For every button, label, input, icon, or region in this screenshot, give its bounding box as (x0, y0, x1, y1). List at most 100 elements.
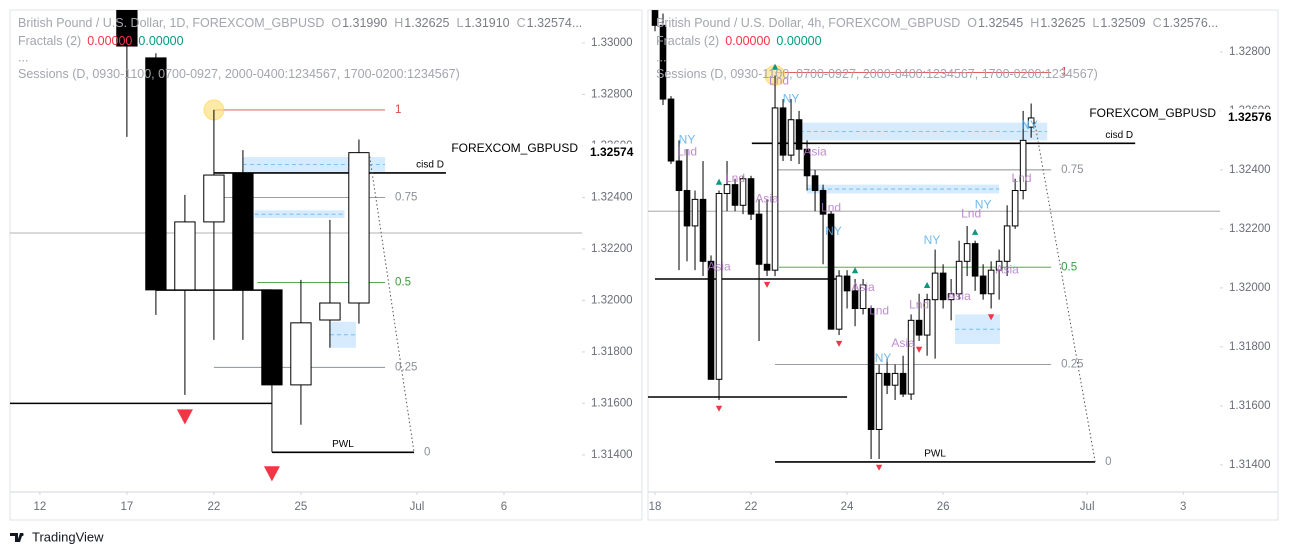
x-tick-label: 3 (1180, 501, 1186, 513)
fractal-down (915, 346, 923, 353)
session-label: Asia (803, 144, 827, 158)
x-tick-label: 18 (649, 501, 662, 513)
candle-body (715, 192, 723, 380)
ohlc-key: L (1092, 16, 1099, 30)
candle-body (691, 198, 699, 227)
session-label: NY (875, 351, 892, 365)
x-tick-label: 26 (937, 501, 950, 513)
ohlc-key: H (1030, 16, 1039, 30)
ohlc-value: 1.32509 (1100, 16, 1145, 30)
x-tick-label: 22 (745, 501, 758, 513)
panel-frame (647, 9, 1279, 521)
session-label: Asia (891, 336, 915, 350)
fib-level-label: 0.25 (395, 361, 417, 373)
fib-level-label: 0.75 (395, 191, 417, 203)
candle-body (1003, 225, 1011, 262)
fib-level-label: 0.5 (1061, 261, 1077, 273)
y-tick-label: 1.31800 (591, 346, 633, 358)
session-label: Asia (995, 262, 1019, 276)
fib-level-label: 0.25 (1061, 359, 1083, 371)
symbol-label: FOREXCOM_GBPUSD (1089, 106, 1216, 120)
ohlc-key: C (1153, 16, 1162, 30)
y-tick-label: 1.31600 (591, 397, 633, 409)
indicator-value: 0.00000 (776, 34, 821, 48)
session-label: Asia (851, 280, 875, 294)
candle-body (232, 172, 254, 291)
legend-title: British Pound / U.S. Dollar, 1D, FOREXCO… (18, 16, 582, 30)
y-tick-label: 1.32800 (591, 88, 633, 100)
candle-body (963, 243, 971, 262)
candle-body (659, 24, 667, 100)
candle-body (995, 260, 1003, 271)
fib-level-label: 0 (1105, 456, 1111, 468)
fractal-down (715, 405, 723, 412)
symbol-label: FOREXCOM_GBPUSD (451, 141, 578, 155)
indicator-value: 0.00000 (725, 34, 770, 48)
candle-body (1011, 190, 1019, 227)
candle-body (723, 184, 731, 194)
fib-level-label: 0 (424, 446, 430, 458)
fib-level-label: 0.75 (1061, 164, 1083, 176)
candle-body (899, 372, 907, 395)
candle-body (683, 190, 691, 227)
plot-area: 1 cisd D 0.75 0.5 0.25 0 PWL (10, 10, 582, 482)
session-label: Lnd (1012, 171, 1032, 185)
indicator-value: 0.00000 (87, 34, 132, 48)
session-label: Lnd (677, 144, 697, 158)
ohlc-key: O (967, 16, 977, 30)
legend-title: British Pound / U.S. Dollar, 4h, FOREXCO… (656, 16, 1218, 30)
fractal-up (971, 228, 979, 235)
indicator-legend: ... (18, 51, 28, 65)
level-tag: PWL (332, 439, 354, 450)
session-label: Lnd (821, 200, 841, 214)
level-tag: PWL (924, 449, 946, 460)
candle-body (763, 263, 771, 271)
ohlc-value: 1.31990 (342, 16, 387, 30)
session-label: NY (825, 224, 842, 238)
candle-body (319, 302, 341, 321)
candle-body (755, 213, 763, 265)
candle-body (731, 184, 739, 206)
fractal-down (987, 314, 995, 321)
indicator-name: ... (18, 51, 28, 65)
indicator-legend: Fractals (2) 0.00000 0.00000 (656, 34, 822, 48)
footer-brand: TradingView (32, 529, 104, 544)
indicator-legend: Sessions (D, 0930-1100, 0700-0927, 2000-… (18, 67, 460, 81)
fib-level-label: 1 (1061, 67, 1067, 79)
candle-body (699, 198, 707, 262)
y-tick-label: 1.32400 (1229, 164, 1271, 176)
candle-body (811, 175, 819, 192)
candle-body (883, 372, 891, 386)
candle-body (1019, 139, 1027, 192)
last-price-box (1221, 108, 1277, 127)
fractal-up (923, 281, 931, 289)
candle-body (675, 160, 683, 192)
candle-body (145, 57, 167, 291)
candle-body (795, 119, 803, 150)
chart-panel: 1 cisd D 0.75 0.5 0.25 0 PWL 1.33000 1.32800 1.32… (9, 9, 643, 521)
candle-body (955, 260, 963, 295)
y-tick-label: 1.32000 (1229, 282, 1271, 294)
candle-body (843, 275, 851, 292)
y-tick-label: 1.32200 (1229, 223, 1271, 235)
fractal-up (771, 63, 779, 70)
fvg-zone (807, 184, 1000, 194)
ohlc-key: C (517, 16, 526, 30)
indicator-legend: Sessions (D, 0930-1100, 0700-0927, 2000-… (656, 67, 1098, 81)
panel-frame (9, 9, 643, 521)
indicator-name: Fractals (2) (656, 34, 719, 48)
ohlc-value: 1.32625 (1040, 16, 1085, 30)
x-tick-label: 6 (501, 501, 507, 513)
session-label: Lnd (869, 304, 889, 318)
fractal-up (851, 267, 859, 274)
candle-body (348, 152, 370, 304)
fractal-down (263, 466, 280, 482)
last-price-box (583, 143, 639, 162)
projection-line (368, 152, 415, 453)
candle-body (923, 299, 931, 336)
x-tick-label: 17 (120, 501, 133, 513)
session-label: Asia (755, 192, 779, 206)
session-label: NY (679, 133, 696, 147)
